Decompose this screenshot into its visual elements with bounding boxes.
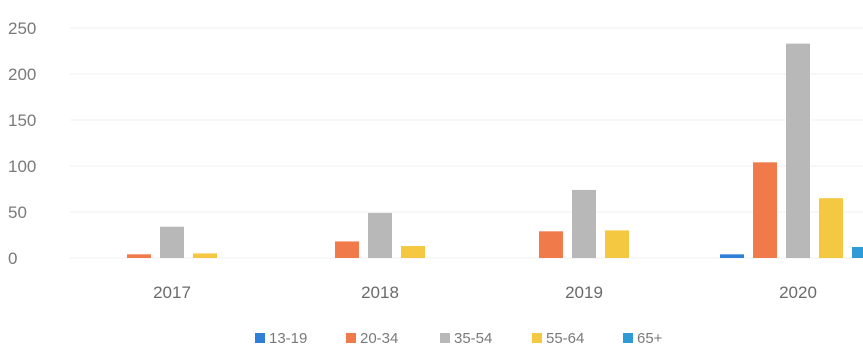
y-tick-label: 200	[8, 65, 36, 84]
legend-swatch	[255, 333, 265, 343]
bar-55-64-2019	[605, 230, 629, 258]
x-category-label: 2020	[779, 283, 817, 302]
bar-20-34-2018	[335, 241, 359, 258]
bar-35-54-2019	[572, 189, 596, 258]
y-tick-label: 150	[8, 111, 36, 130]
legend-item-55-64: 55-64	[532, 330, 584, 347]
legend-swatch	[623, 333, 633, 343]
y-tick-label: 50	[8, 203, 27, 222]
bar-35-54-2018	[368, 212, 392, 258]
x-category-label: 2019	[565, 283, 603, 302]
legend-swatch	[440, 333, 450, 343]
bar-13-19-2020	[720, 254, 744, 258]
y-tick-label: 250	[8, 19, 36, 38]
bar-55-64-2018	[401, 246, 425, 258]
bar-20-34-2019	[539, 231, 563, 258]
bar-20-34-2017	[127, 254, 151, 258]
y-tick-label: 100	[8, 157, 36, 176]
gridlines	[70, 27, 863, 259]
legend-label: 20-34	[360, 330, 398, 347]
legend-label: 65+	[637, 330, 663, 347]
x-category-label: 2017	[153, 283, 191, 302]
bar-65+-2020	[852, 246, 863, 258]
y-tick-label: 0	[8, 249, 17, 268]
x-axis-categories: 2017 2018 2019 2020	[153, 283, 817, 302]
legend-item-13-19: 13-19	[255, 330, 307, 347]
bar-35-54-2020	[786, 43, 810, 258]
y-axis-ticks: 0 50 100 150 200 250	[8, 19, 36, 268]
bar-55-64-2020	[819, 198, 843, 258]
legend-item-20-34: 20-34	[346, 330, 398, 347]
legend-label: 13-19	[269, 330, 307, 347]
legend-swatch	[346, 333, 356, 343]
legend-swatch	[532, 333, 542, 343]
legend-item-65+: 65+	[623, 330, 663, 347]
bar-20-34-2020	[753, 162, 777, 258]
bars	[127, 43, 863, 258]
legend-label: 55-64	[546, 330, 584, 347]
legend: 13-19 20-34 35-54 55-64 65+	[255, 330, 663, 347]
legend-item-35-54: 35-54	[440, 330, 492, 347]
bar-35-54-2017	[160, 226, 184, 258]
x-category-label: 2018	[361, 283, 399, 302]
legend-label: 35-54	[454, 330, 492, 347]
bar-55-64-2017	[193, 253, 217, 258]
